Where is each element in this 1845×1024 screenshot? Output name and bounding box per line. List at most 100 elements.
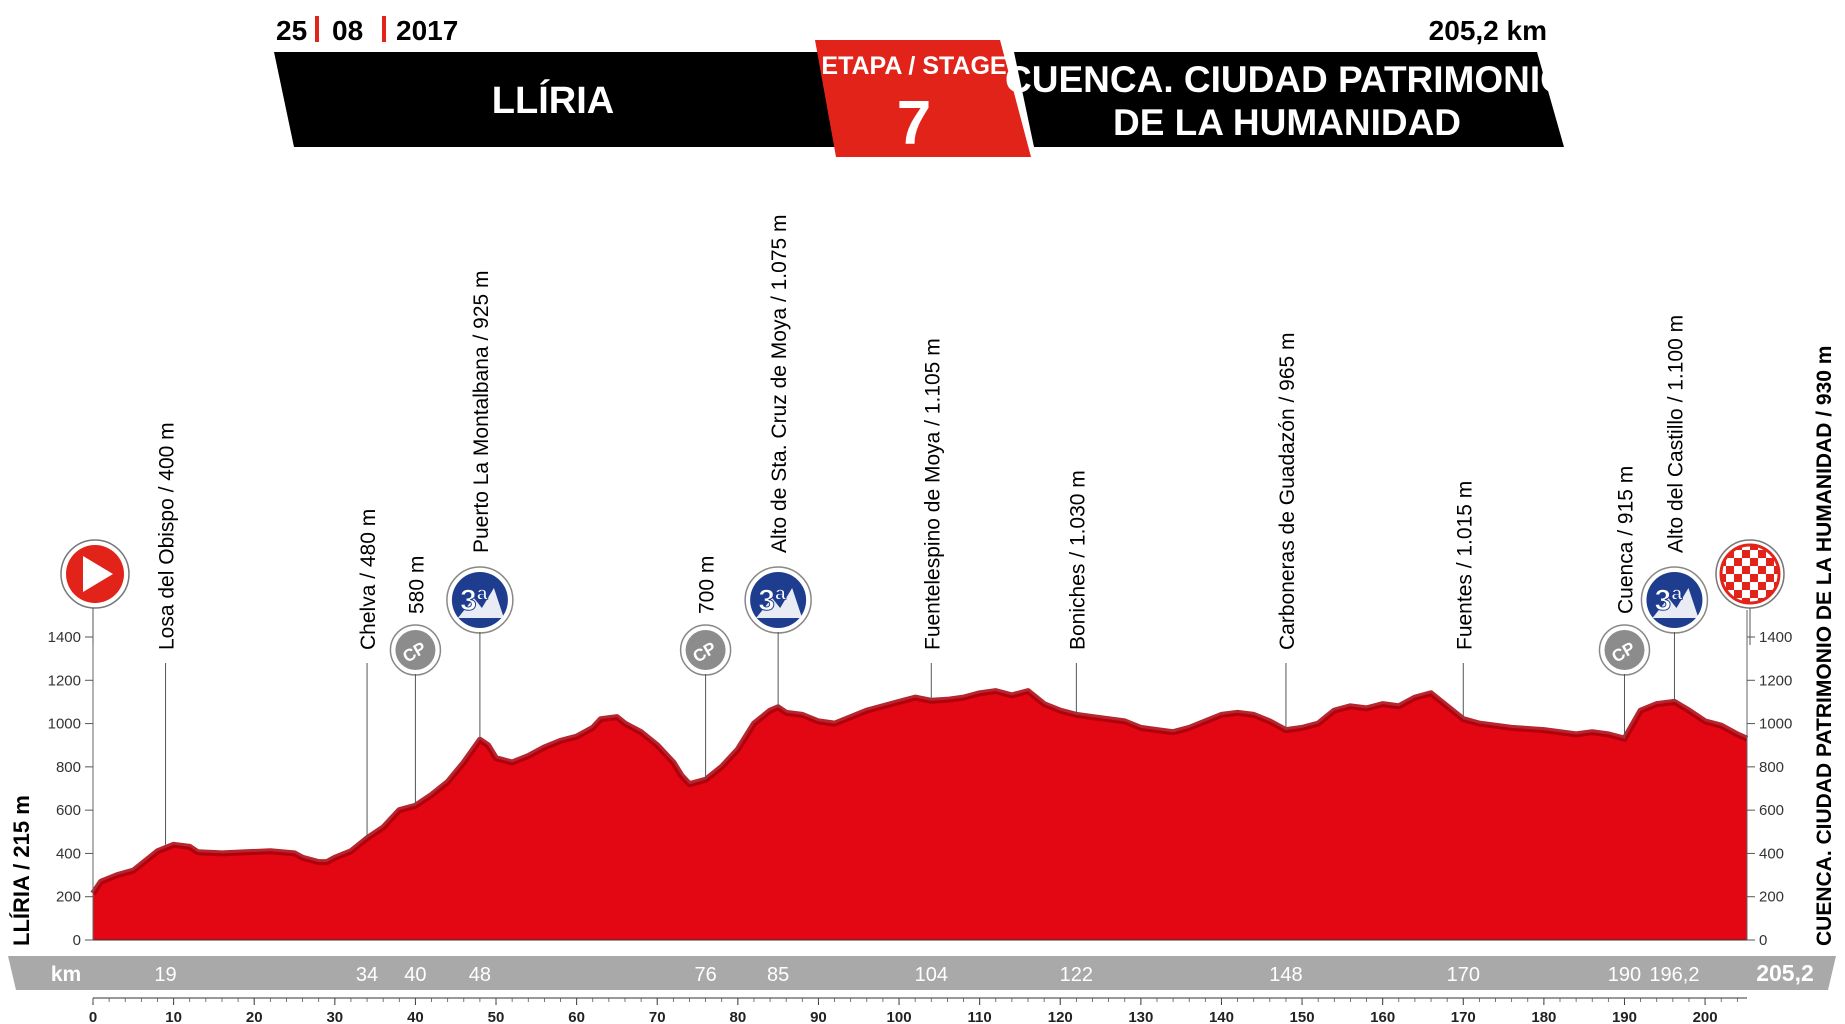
checker-square: [1742, 582, 1750, 590]
checker-square: [1766, 574, 1774, 582]
climb-marker: 3ª Alto del Castillo / 1.100 m: [1640, 315, 1709, 702]
km-marker-label: 85: [767, 964, 789, 986]
checker-square: [1750, 550, 1758, 558]
y-tick-label-right: 200: [1759, 889, 1784, 906]
checker-square: [1734, 550, 1742, 558]
checker-square: [1758, 550, 1766, 558]
y-tick-label-right: 1400: [1759, 629, 1792, 646]
y-tick-label-right: 600: [1759, 802, 1784, 819]
checker-square: [1726, 574, 1734, 582]
y-tick-label-right: 0: [1759, 932, 1767, 949]
checker-square: [1750, 558, 1758, 566]
marker-label: 700 m: [696, 556, 719, 614]
date-day: 25: [276, 15, 307, 46]
checker-square: [1758, 582, 1766, 590]
checker-square: [1750, 598, 1758, 603]
header-banner-right: [1014, 52, 1564, 147]
km-marker-label: 19: [154, 964, 176, 986]
checker-square: [1774, 566, 1779, 574]
finish-city-line1: CUENCA. CIUDAD PATRIMONIO: [1005, 59, 1569, 100]
checker-square: [1758, 566, 1766, 574]
sprint-point-icon: CP: [389, 624, 442, 676]
finish-city-line2: DE LA HUMANIDAD: [1113, 102, 1461, 143]
kom-category-label: 3ª: [460, 584, 489, 617]
checker-square: [1734, 566, 1742, 574]
start-flag-icon: [60, 539, 130, 609]
checker-square: [1758, 590, 1766, 598]
x-tick-label: 110: [968, 1009, 992, 1024]
checker-square: [1758, 574, 1766, 582]
marker-label: Alto del Castillo / 1.100 m: [1664, 315, 1687, 553]
marker-label: Puerto La Montalbana / 925 m: [470, 270, 493, 553]
marker-label: Chelva / 480 m: [357, 509, 380, 650]
left-axis-label: LLÍRIA / 215 m: [9, 795, 34, 946]
x-tick-label: 180: [1531, 1009, 1556, 1024]
km-marker-label: 205,2: [1756, 960, 1814, 986]
km-marker-label: 170: [1447, 964, 1480, 986]
km-marker-label: 196,2: [1649, 964, 1699, 986]
checker-square: [1766, 558, 1774, 566]
checker-square: [1774, 574, 1779, 582]
start-city: LLÍRIA: [492, 78, 614, 122]
y-tick-label-right: 1000: [1759, 716, 1792, 733]
checker-square: [1750, 582, 1758, 590]
marker-label: Cuenca / 915 m: [1614, 466, 1637, 614]
y-tick-label-left: 1000: [48, 716, 81, 733]
climb-markers-layer: Losa del Obispo / 400 m Chelva / 480 m CP 5…: [156, 214, 1709, 845]
sprint-point-icon: CP: [679, 624, 732, 676]
finish-checkered-icon: [1715, 539, 1785, 609]
x-tick-label: 10: [165, 1009, 182, 1024]
x-tick-label: 90: [810, 1009, 827, 1024]
y-tick-label-left: 1400: [48, 629, 81, 646]
total-distance: 205,2 km: [1429, 15, 1547, 46]
km-marker-label: 148: [1269, 964, 1302, 986]
stage-number: 7: [897, 89, 931, 158]
checker-square: [1734, 574, 1742, 582]
x-tick-label: 150: [1290, 1009, 1315, 1024]
marker-label: Fuentelespino de Moya / 1.105 m: [921, 338, 944, 650]
x-axis: 0 10 20 30 40 50 60 70 80 90 100 110 120 130 140 150 160…: [89, 997, 1747, 1024]
sprint-point-icon: CP: [1598, 624, 1651, 676]
marker-label: Boniches / 1.030 m: [1066, 470, 1089, 650]
km-marker-label: 48: [469, 964, 491, 986]
x-tick-label: 170: [1451, 1009, 1476, 1024]
checker-square: [1734, 590, 1742, 598]
date-separator-2: [382, 16, 386, 42]
checker-square: [1726, 558, 1734, 566]
right-axis-label: CUENCA. CIUDAD PATRIMONIO DE LA HUMANIDA…: [1813, 346, 1836, 946]
checker-square: [1766, 566, 1774, 574]
climb-marker: Fuentelespino de Moya / 1.105 m: [921, 338, 944, 701]
checker-square: [1734, 558, 1742, 566]
y-tick-label-left: 800: [56, 759, 81, 776]
x-tick-label: 140: [1209, 1009, 1234, 1024]
stage-header: 25 08 2017 205,2 km LLÍRIA ETAPA / STAGE…: [274, 15, 1569, 158]
marker-label: Losa del Obispo / 400 m: [156, 422, 179, 650]
kom-category-icon: 3ª: [1640, 566, 1709, 634]
checker-square: [1766, 582, 1774, 590]
checker-square: [1726, 582, 1734, 590]
x-tick-label: 20: [246, 1009, 263, 1024]
x-tick-label: 200: [1693, 1009, 1718, 1024]
climb-marker: CP 700 m: [679, 556, 732, 780]
stage-badge: [815, 40, 1031, 157]
km-markers: 19 34 40 48 76 85 104 122 148 170 190 196,2 205,2: [154, 960, 1813, 986]
km-marker-label: 190: [1608, 964, 1641, 986]
x-tick-label: 80: [729, 1009, 746, 1024]
checker-square: [1721, 574, 1726, 582]
checker-square: [1726, 566, 1734, 574]
x-tick-label: 0: [89, 1009, 97, 1024]
elevation-area: [93, 691, 1747, 940]
x-tick-label: 40: [407, 1009, 424, 1024]
checker-square: [1742, 598, 1750, 603]
y-axis-right: 0 200 400 600 800 1000 1200 1400: [1747, 629, 1792, 949]
km-marker-label: 76: [694, 964, 716, 986]
checker-square: [1742, 558, 1750, 566]
checker-square: [1774, 545, 1779, 550]
date-year: 2017: [396, 15, 458, 46]
checker-square: [1750, 590, 1758, 598]
climb-marker: Boniches / 1.030 m: [1066, 470, 1089, 715]
kom-category-label: 3ª: [758, 584, 787, 617]
y-tick-label-right: 400: [1759, 845, 1784, 862]
